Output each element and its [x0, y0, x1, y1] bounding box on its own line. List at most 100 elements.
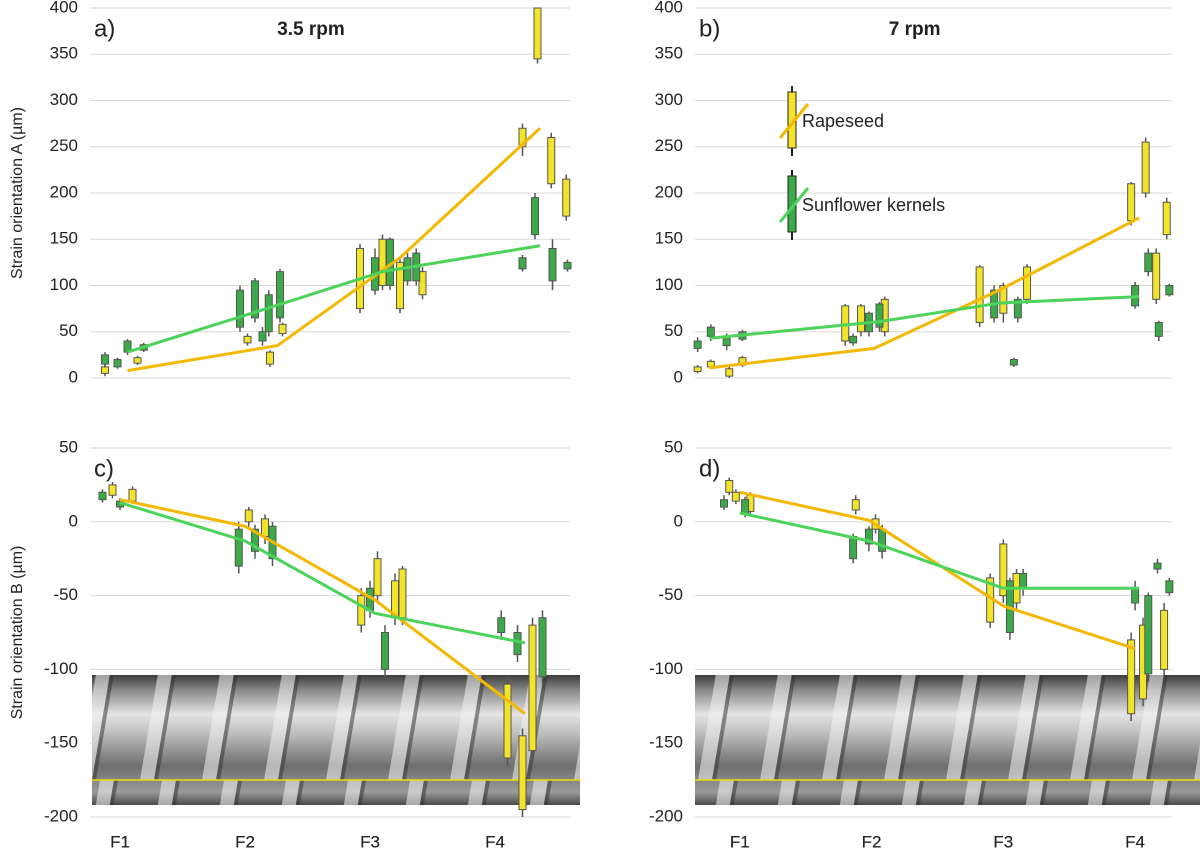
box — [857, 305, 866, 333]
y-tick-label: 400 — [50, 0, 78, 16]
box — [497, 617, 506, 633]
box — [1144, 252, 1153, 273]
panel-label: c) — [94, 455, 114, 482]
box — [113, 359, 122, 368]
box — [849, 536, 858, 560]
box — [518, 257, 527, 270]
y-tick-label: 150 — [655, 229, 683, 248]
x-tick-label: F2 — [235, 832, 255, 851]
box — [851, 499, 860, 511]
box — [975, 266, 984, 323]
trend-line — [127, 127, 542, 373]
y-tick-label: -100 — [44, 659, 78, 678]
x-tick-label: F1 — [730, 832, 750, 851]
y-tick-label: 50 — [59, 437, 78, 456]
x-tick-label: F4 — [485, 832, 505, 851]
box — [128, 488, 137, 502]
trend-line — [739, 511, 1140, 590]
x-tick-label: F4 — [485, 832, 505, 851]
y-tick-label: 250 — [655, 136, 683, 155]
box — [278, 323, 287, 335]
x-tick-label: F3 — [360, 832, 380, 851]
box — [381, 632, 389, 670]
y-tick-label: 200 — [50, 182, 78, 201]
box — [264, 294, 273, 333]
box — [396, 261, 404, 310]
box — [357, 595, 366, 626]
panel-label: b) — [699, 15, 720, 42]
legend-label: Rapeseed — [802, 111, 884, 131]
box — [266, 351, 274, 365]
screw-photo — [92, 675, 1200, 805]
box — [1162, 201, 1171, 236]
box — [1023, 266, 1032, 300]
y-tick-label: 50 — [664, 321, 683, 340]
box — [864, 528, 873, 545]
trend-line — [127, 244, 541, 354]
x-tick-label: F1 — [730, 832, 750, 851]
y-tick-label: 0 — [69, 511, 78, 530]
box — [1019, 572, 1028, 589]
box — [251, 280, 259, 319]
box — [261, 518, 269, 538]
y-tick-label: 0 — [674, 367, 683, 386]
box — [693, 366, 702, 373]
box — [1152, 252, 1161, 300]
legend-line — [778, 187, 810, 223]
box — [98, 491, 107, 501]
y-axis-title: Strain orientation B (µm) — [9, 546, 26, 720]
y-tick-label: 300 — [655, 90, 683, 109]
y-tick-label: -200 — [649, 806, 683, 825]
box — [133, 357, 142, 364]
box — [706, 326, 715, 337]
mark-layer — [98, 7, 1174, 817]
trend-line — [739, 490, 1136, 651]
panel-label: d) — [699, 455, 720, 482]
box — [731, 491, 740, 502]
box — [108, 484, 117, 496]
y-tick-label: -200 — [44, 806, 78, 825]
y-tick-label: 0 — [674, 511, 683, 530]
box — [999, 285, 1008, 314]
screw-left-flights — [92, 675, 580, 805]
box — [1153, 562, 1162, 570]
trend-line — [709, 295, 1140, 340]
y-axis-title: Strain orientation A (µm) — [9, 107, 26, 279]
box — [1013, 298, 1022, 319]
x-tick-label: F2 — [862, 832, 882, 851]
y-tick-label: 300 — [50, 90, 78, 109]
x-tick-label: F4 — [1125, 832, 1145, 851]
box — [531, 197, 539, 236]
y-tick-label: 100 — [50, 275, 78, 294]
y-tick-label: -50 — [53, 585, 78, 604]
box — [418, 271, 427, 296]
box — [1127, 639, 1136, 715]
y-tick-label: 350 — [50, 44, 78, 63]
box — [548, 248, 557, 282]
box — [849, 335, 858, 344]
box — [563, 261, 572, 270]
x-tick-label: F2 — [235, 832, 255, 851]
x-tick-label: F1 — [110, 832, 130, 851]
box — [518, 127, 527, 148]
box — [251, 528, 259, 552]
box — [1160, 609, 1169, 670]
box — [258, 331, 267, 342]
box — [234, 528, 243, 567]
box — [378, 238, 387, 286]
panel-title: 7 rpm — [889, 19, 941, 40]
box — [693, 340, 702, 349]
box — [1165, 580, 1174, 594]
y-tick-label: -150 — [44, 733, 78, 752]
box — [1154, 322, 1163, 337]
y-tick-label: -150 — [649, 733, 683, 752]
y-tick-label: 0 — [69, 367, 78, 386]
screw-right-flights — [695, 675, 1200, 805]
box — [243, 335, 252, 344]
box — [236, 289, 244, 328]
box — [875, 303, 884, 328]
box — [101, 366, 109, 374]
box — [398, 568, 407, 619]
trend-line — [709, 216, 1140, 370]
